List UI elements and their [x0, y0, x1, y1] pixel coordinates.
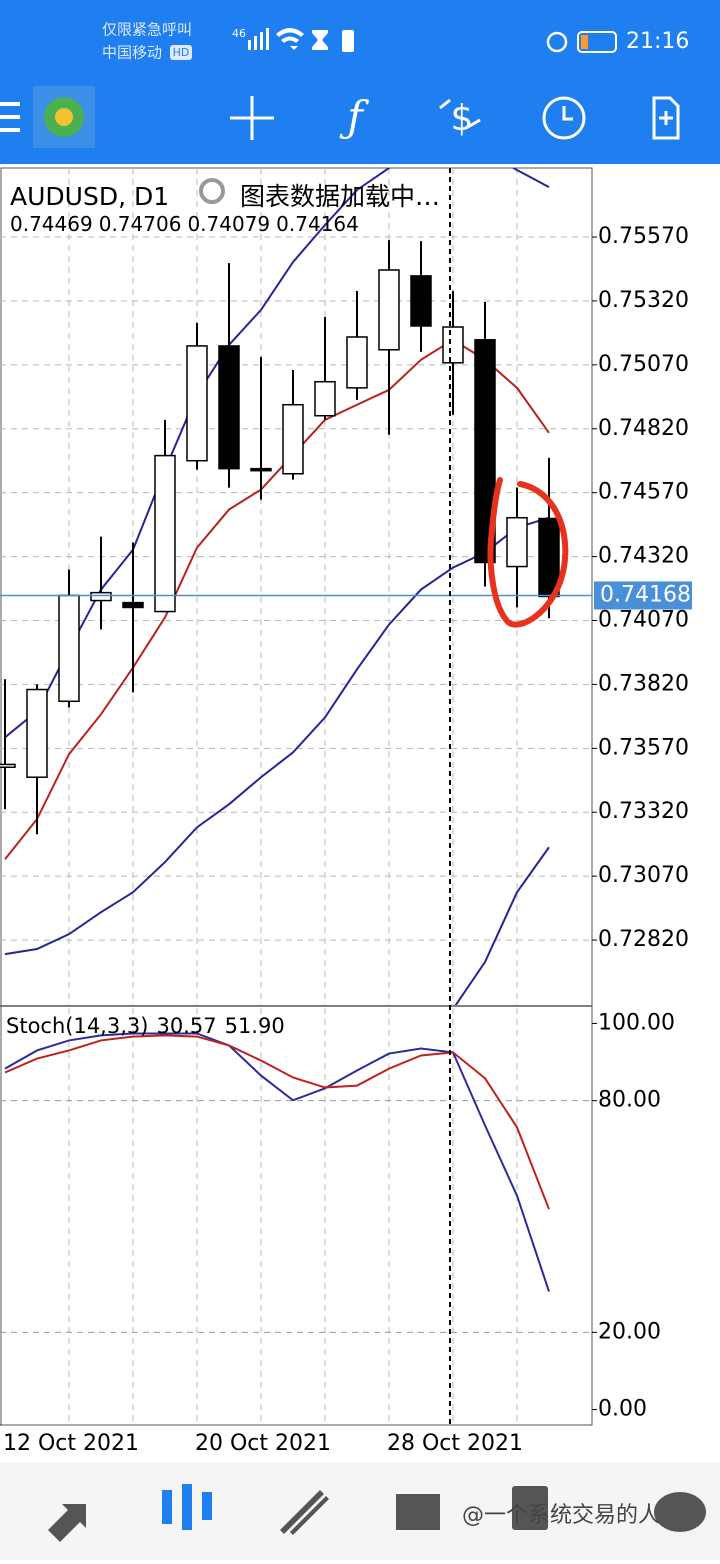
candle-body: [474, 339, 496, 564]
ohlc-value: 0.74706: [99, 212, 182, 236]
y-tick-label: 0.73570: [598, 735, 689, 760]
ohlc-header: 0.74469 0.74706 0.74079 0.74164: [10, 212, 359, 236]
y-tick-label: 0.74070: [598, 608, 689, 633]
logo-center: [55, 108, 73, 126]
y-tick-label: 0.00: [598, 1397, 647, 1422]
candle-body: [378, 269, 400, 351]
chart-frame: [0, 167, 593, 1426]
candle-body: [122, 601, 144, 609]
nav-icons[interactable]: [48, 1484, 706, 1542]
current-price-label: 0.74168: [600, 582, 691, 607]
top-bar: [0, 0, 720, 164]
candle-body: [90, 591, 112, 602]
y-tick-label: 20.00: [598, 1319, 661, 1344]
stoch-header: Stoch(14,3,3) 30.57 51.90: [6, 1014, 285, 1038]
chart-subtitle: 图表数据加载中…: [240, 182, 440, 211]
y-tick-label: 0.75320: [598, 288, 689, 313]
y-tick-label: 0.75070: [598, 352, 689, 377]
watermark: @一个系统交易的人: [462, 1503, 660, 1528]
y-tick-label: 0.73070: [598, 863, 689, 888]
x-tick-label: 28 Oct 2021: [387, 1431, 523, 1456]
svg-text:$: $: [451, 98, 474, 139]
x-tick-label: 20 Oct 2021: [195, 1431, 331, 1456]
candle-body: [218, 345, 240, 470]
bottom-nav: [0, 1462, 720, 1560]
y-tick-label: 0.73820: [598, 671, 689, 696]
stoch-value: 30.57: [156, 1014, 216, 1038]
y-tick-label: 80.00: [598, 1088, 661, 1113]
carrier: 中国移动: [102, 44, 162, 62]
hd-badge: [170, 45, 192, 60]
candle-body: [250, 467, 272, 472]
labels: 0.75570 0.75320 0.75070 0.74820 0.74570 0.743…: [3, 178, 692, 1456]
x-tick-label: 12 Oct 2021: [3, 1431, 139, 1456]
candle-body: [58, 594, 80, 703]
indicator-line: [4, 1032, 550, 1292]
stoch-panel: [0, 1008, 592, 1425]
main-panel: [0, 168, 592, 1005]
y-tick-label: 0.74820: [598, 416, 689, 441]
hd: HD: [173, 46, 190, 59]
y-tick-label: 0.72820: [598, 927, 689, 952]
indicator-line: [454, 846, 550, 1005]
current-price-box: [594, 581, 692, 610]
battery-level: [581, 35, 588, 49]
y-tick-label: 0.73320: [598, 799, 689, 824]
candle-body: [26, 688, 48, 778]
notice: 仅限紧急呼叫: [102, 21, 192, 39]
y-tick-label: 0.74320: [598, 544, 689, 569]
candle-body: [506, 516, 528, 568]
chart-title: AUDUSD, D1: [10, 182, 169, 211]
stoch-value: 51.90: [225, 1014, 285, 1038]
battery: [577, 31, 617, 53]
candle-body: [442, 326, 464, 364]
indicator-line: [4, 1034, 550, 1210]
candle-body: [314, 380, 336, 417]
ohlc-value: 0.74164: [276, 212, 359, 236]
ohlc-value: 0.74469: [10, 212, 93, 236]
candle-body: [0, 763, 16, 768]
candle-body: [538, 517, 560, 598]
candle-body: [282, 403, 304, 475]
hand-annotation: [487, 477, 569, 628]
y-tick-label: 100.00: [598, 1010, 675, 1035]
y-tick-label: 0.74570: [598, 480, 689, 505]
loading-icon: [199, 178, 225, 204]
candle-body: [154, 454, 176, 613]
stoch-title: Stoch(14,3,3): [6, 1014, 148, 1038]
candle-body: [410, 275, 432, 327]
y-tick-label: 0.75570: [598, 224, 689, 249]
candle-body: [186, 345, 208, 462]
clock: 21:16: [626, 29, 689, 54]
menu-button[interactable]: [0, 102, 20, 132]
ohlc-value: 0.74079: [187, 212, 270, 236]
alarm-icon: [546, 31, 568, 53]
indicator-line: [4, 516, 550, 956]
network: 46: [232, 27, 246, 40]
status-icons: [248, 28, 354, 52]
candle-body: [346, 336, 368, 389]
